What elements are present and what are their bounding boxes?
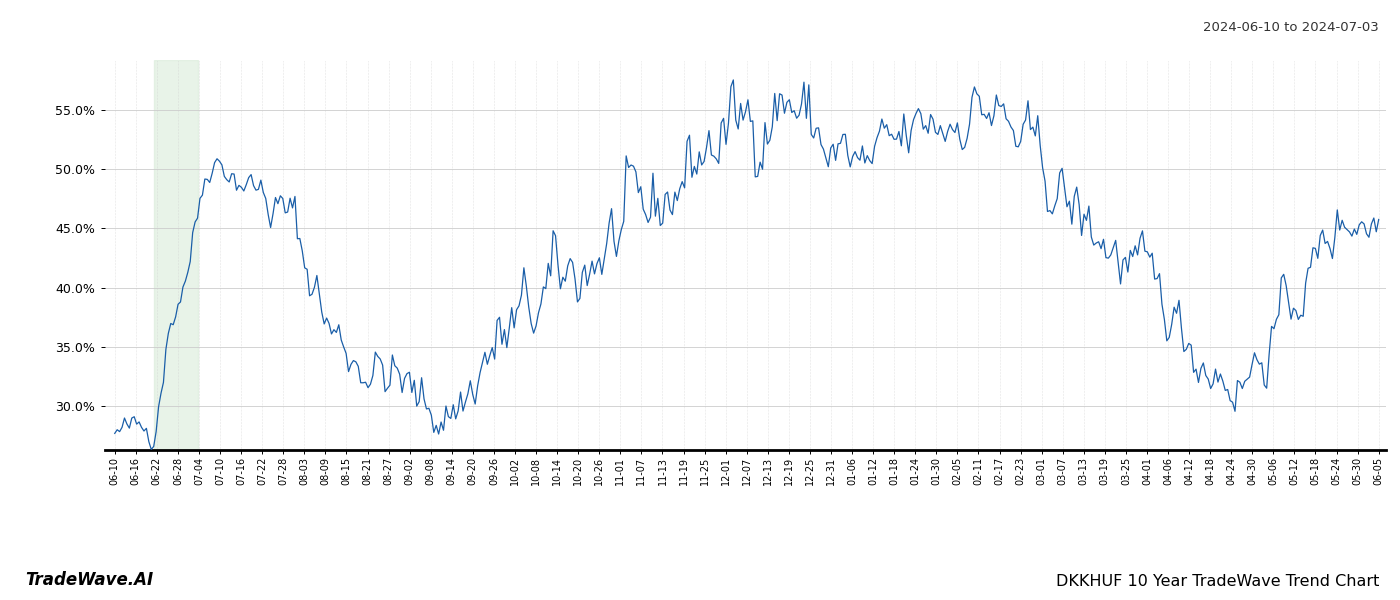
- Text: DKKHUF 10 Year TradeWave Trend Chart: DKKHUF 10 Year TradeWave Trend Chart: [1056, 574, 1379, 589]
- Text: 2024-06-10 to 2024-07-03: 2024-06-10 to 2024-07-03: [1203, 21, 1379, 34]
- Text: TradeWave.AI: TradeWave.AI: [25, 571, 154, 589]
- Bar: [154, 60, 197, 450]
